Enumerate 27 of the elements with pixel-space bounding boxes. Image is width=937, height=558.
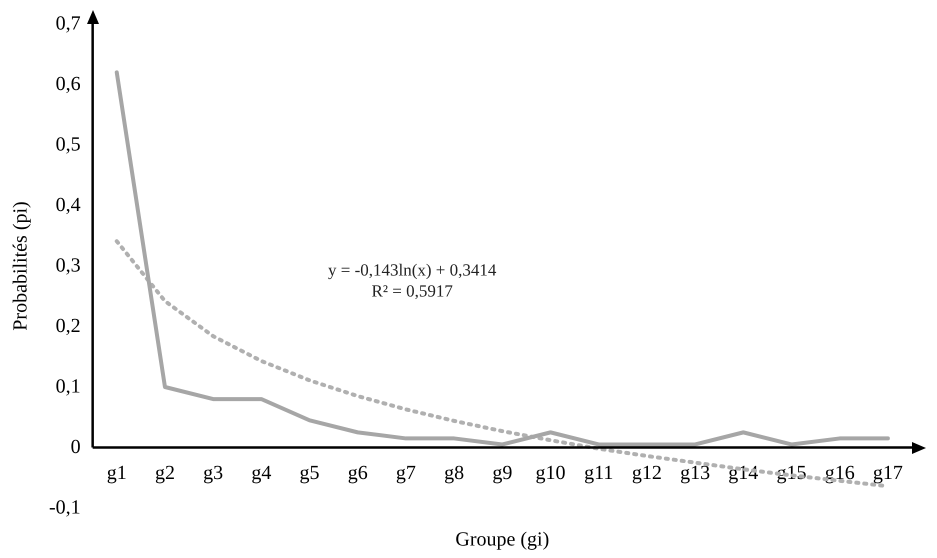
x-tick-label: g12 xyxy=(632,462,662,484)
annotation: y = -0,143ln(x) + 0,3414 xyxy=(328,260,497,280)
x-tick-label: g17 xyxy=(872,462,903,484)
x-tick-label: g11 xyxy=(584,462,614,484)
y-tick-label: -0,1 xyxy=(48,496,81,518)
y-axis-title: Probabilités (pi) xyxy=(9,201,32,331)
x-tick-label: g9 xyxy=(492,462,512,484)
y-tick-label: 0,2 xyxy=(56,314,81,337)
x-tick-label: g10 xyxy=(536,462,566,484)
x-tick-label: g2 xyxy=(154,462,175,484)
x-tick-label: g13 xyxy=(680,462,710,484)
y-tick-label: 0,5 xyxy=(56,133,81,156)
x-axis-title: Groupe (gi) xyxy=(455,528,550,550)
x-tick-label: g4 xyxy=(251,462,272,484)
x-tick-label: g1 xyxy=(106,462,127,484)
x-tick-label: g6 xyxy=(348,462,368,484)
x-tick-label: g7 xyxy=(396,462,416,484)
annotation: R² = 0,5917 xyxy=(372,281,454,300)
y-tick-label: 0 xyxy=(70,436,81,458)
x-tick-label: g3 xyxy=(203,462,224,484)
x-tick-label: g5 xyxy=(300,462,320,484)
y-tick-label: 0,6 xyxy=(56,72,81,95)
y-tick-label: 0,7 xyxy=(56,12,81,34)
y-tick-label: 0,3 xyxy=(56,254,81,276)
y-tick-label: 0,4 xyxy=(56,194,81,216)
x-tick-label: g8 xyxy=(444,462,464,484)
y-tick-label: 0,1 xyxy=(56,375,81,398)
